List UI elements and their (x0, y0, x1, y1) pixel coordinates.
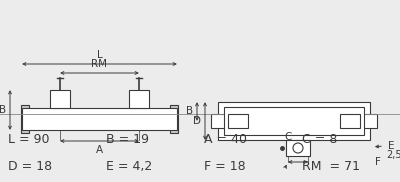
Bar (228, 114, 248, 128)
Text: B: B (186, 106, 193, 116)
Text: F = 18: F = 18 (204, 161, 246, 173)
Text: A: A (96, 145, 103, 155)
Text: 2,5: 2,5 (386, 150, 400, 160)
Text: C: C (284, 132, 291, 142)
Bar (286, 140, 310, 156)
Text: E = 4,2: E = 4,2 (106, 161, 152, 173)
Bar (363, 114, 377, 128)
Bar (129, 90, 149, 108)
Text: L: L (97, 50, 102, 60)
Text: E: E (388, 141, 394, 151)
Text: D: D (193, 116, 201, 126)
Text: B: B (0, 105, 6, 115)
Text: F: F (375, 157, 381, 167)
Bar (218, 102, 370, 140)
Bar (170, 105, 178, 133)
Bar (211, 114, 225, 128)
Bar (224, 107, 364, 135)
Text: C = 8: C = 8 (302, 133, 337, 146)
Bar (22, 108, 177, 130)
Text: A = 40: A = 40 (204, 133, 247, 146)
Bar (50, 90, 70, 108)
Text: RM: RM (92, 59, 108, 69)
Text: L = 90: L = 90 (8, 133, 50, 146)
Text: D = 18: D = 18 (8, 161, 52, 173)
Circle shape (293, 143, 303, 153)
Text: RM  = 71: RM = 71 (302, 161, 360, 173)
Bar (340, 114, 360, 128)
Bar (21, 105, 29, 133)
Text: B = 19: B = 19 (106, 133, 149, 146)
